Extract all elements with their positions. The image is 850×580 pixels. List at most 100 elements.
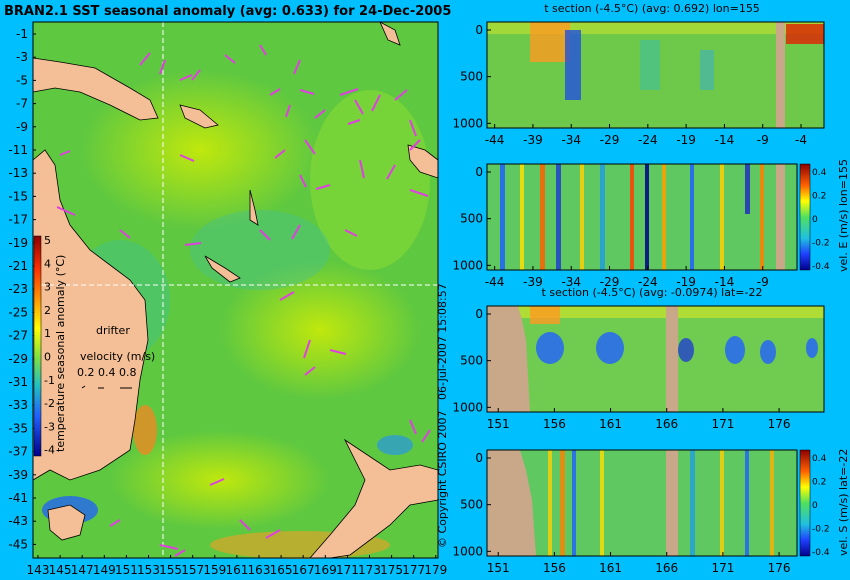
x-tick-label: 161: [599, 417, 622, 431]
panel-1: t section (-4.5°C) (avg: 0.692) lon=155 …: [452, 2, 825, 147]
lat-label: -3: [16, 50, 28, 64]
colorbar-tick-label: -0.4: [812, 262, 830, 272]
anomaly-patch: [220, 260, 420, 400]
x-tick-label: 151: [487, 561, 510, 575]
x-tick-label: -29: [600, 133, 620, 147]
x-tick-label: -34: [561, 275, 581, 289]
y-tick-labels: 0 500 1000: [452, 451, 491, 558]
x-tick-label: 171: [711, 561, 734, 575]
lat-label: -45: [8, 537, 28, 551]
lon-label: 145: [49, 563, 72, 577]
lat-label: -35: [8, 421, 28, 435]
lon-label: 167: [292, 563, 315, 577]
x-tick-label: 151: [487, 417, 510, 431]
y-tick-labels: 0 500 1000: [452, 307, 491, 414]
colorbar-tick-label: -2: [44, 397, 55, 410]
x-tick-label: -29: [600, 275, 620, 289]
cool-anomaly: [640, 40, 660, 90]
lat-label: -33: [8, 398, 28, 412]
x-tick-label: 166: [655, 561, 678, 575]
x-tick-label: 156: [543, 561, 566, 575]
panel-frame: [486, 305, 825, 413]
land-masses: [32, 21, 439, 559]
timestamp: 06-Jul-2007 15:08:57: [436, 283, 449, 400]
lon-label: 153: [137, 563, 160, 577]
colorbar-tick-label: 0: [812, 215, 818, 225]
lon-label: 147: [71, 563, 94, 577]
x-tick-label: 176: [768, 417, 791, 431]
warm-anomaly: [786, 24, 824, 44]
y-tick-labels: 0 500 1000: [452, 165, 491, 272]
colorbar-tick-label: -1: [44, 374, 55, 387]
cool-anomaly: [725, 336, 745, 364]
colorbar-tick-label: 0.4: [812, 454, 827, 464]
lon-label: 155: [159, 563, 182, 577]
lat-label: -43: [8, 514, 28, 528]
island: [379, 21, 401, 46]
land-section: [487, 306, 530, 412]
land-gap: [776, 164, 785, 270]
x-tick-label: -9: [757, 133, 769, 147]
y-tick-label: 500: [460, 212, 483, 226]
lon-label: 143: [27, 563, 50, 577]
colorbar-tick-label: 2: [44, 304, 51, 317]
y-tick-label: 500: [460, 498, 483, 512]
x-tick-label: -24: [638, 275, 658, 289]
lat-label: -25: [8, 305, 28, 319]
drifter-label: drifter: [96, 324, 130, 337]
y-tick-label: 0: [475, 307, 483, 321]
lat-label: -29: [8, 352, 28, 366]
x-tick-labels: 151 156 161 166 171 176: [487, 552, 791, 575]
land-section: [487, 450, 536, 556]
sst-map: -1-3-5-7-9-11-13-15-17-19-21-23-25-27-29…: [8, 21, 447, 577]
velocity-bands: [500, 164, 764, 270]
x-tick-labels: 151 156 161 166 171 176: [487, 408, 791, 431]
lat-label: -23: [8, 282, 28, 296]
land-gap: [666, 306, 678, 412]
lon-label: 151: [115, 563, 138, 577]
y-tick-label: 1000: [452, 116, 483, 130]
anomaly-patch: [190, 210, 330, 290]
x-tick-label: 176: [768, 561, 791, 575]
new-guinea: [32, 57, 159, 121]
y-tick-label: 0: [475, 165, 483, 179]
lat-label: -37: [8, 445, 28, 459]
lon-label: 165: [270, 563, 293, 577]
x-tick-label: -4: [795, 133, 807, 147]
colorbar-gradient: [799, 449, 811, 557]
australia: [32, 149, 149, 481]
panel-field: [487, 164, 797, 270]
lon-label: 173: [358, 563, 381, 577]
lon-label: 161: [225, 563, 248, 577]
lat-label: -5: [16, 73, 28, 87]
y-tick-label: 1000: [452, 258, 483, 272]
x-tick-label: -14: [715, 275, 735, 289]
lat-label: -13: [8, 166, 28, 180]
colorbar-tick-label: 0.4: [812, 168, 827, 178]
anomaly-patch: [310, 90, 430, 270]
velocity-scale: 0.2 0.4 0.8: [77, 366, 136, 379]
x-tick-label: -24: [638, 133, 658, 147]
colorbar-tick-label: 1: [44, 327, 51, 340]
velocity-arrows: [81, 385, 132, 389]
tasmania: [47, 504, 86, 541]
colorbar-ticks: 5 4 3 2 1 0 -1 -2 -3 -4: [44, 234, 55, 457]
lat-label: -21: [8, 259, 28, 273]
colorbar-tick-label: 3: [44, 281, 51, 294]
copyright: © Copyright CSIRO 2007: [436, 411, 449, 548]
new-zealand: [309, 438, 439, 559]
colorbar-tick-label: 0.2: [812, 192, 826, 202]
y-tick-label: 500: [460, 70, 483, 84]
lat-label: -11: [8, 143, 28, 157]
lon-label: 157: [181, 563, 204, 577]
velocity-bands: [548, 450, 774, 556]
lat-label: -17: [8, 213, 28, 227]
colorbar-tick-label: -0.4: [812, 548, 830, 558]
panel-frame: [486, 449, 798, 557]
panel-frame: [486, 21, 825, 129]
lat-label: -1: [16, 27, 28, 41]
colorbar-ticks: 0.4 0.2 0 -0.2 -0.4: [812, 168, 830, 272]
x-tick-label: -19: [676, 275, 696, 289]
x-tick-label: -44: [485, 133, 505, 147]
